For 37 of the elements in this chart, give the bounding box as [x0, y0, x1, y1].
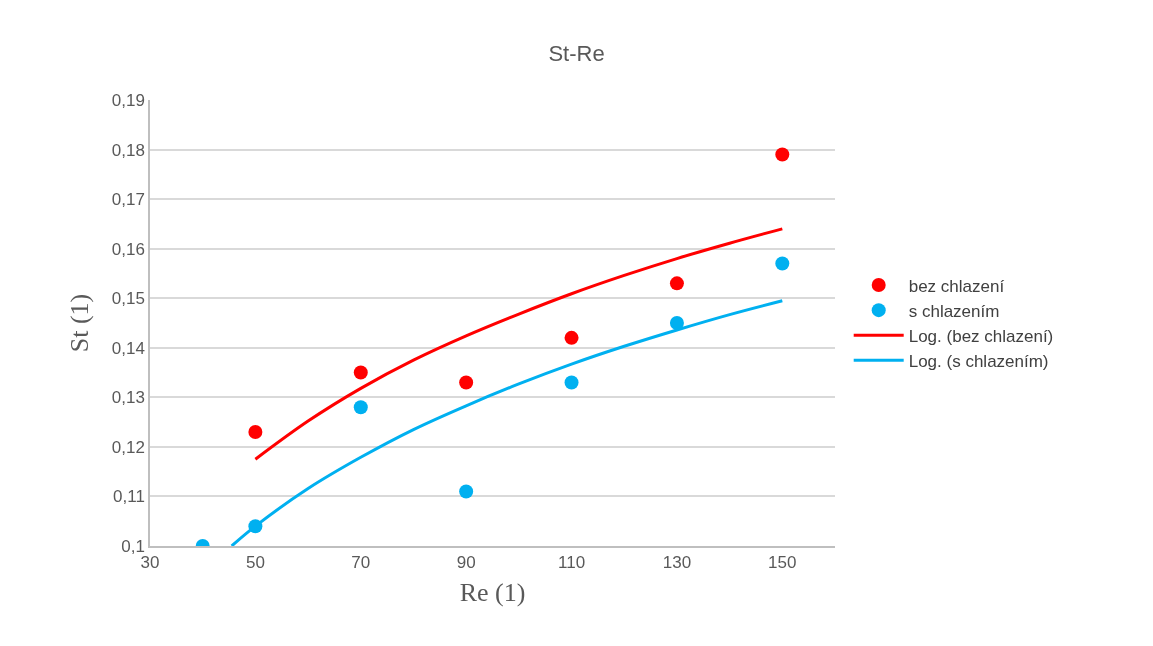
line-series [253, 227, 784, 461]
x-tick-label: 110 [557, 553, 586, 573]
y-tick-label: 0,1 [121, 536, 145, 556]
legend-label: Log. (s chlazením) [908, 351, 1049, 371]
y-axis-title: St (1) [64, 293, 94, 353]
point [459, 484, 474, 499]
point [775, 147, 790, 162]
legend-label: Log. (bez chlazení) [908, 326, 1054, 346]
legend-label: s chlazením [908, 301, 1000, 321]
y-tick-label: 0,12 [111, 437, 145, 457]
point [248, 425, 263, 440]
y-tick-label: 0,11 [113, 487, 145, 507]
x-tick-label: 30 [140, 553, 160, 573]
y-tick-label: 0,18 [111, 140, 145, 160]
y-tick-label: 0,19 [111, 90, 145, 110]
point [564, 330, 579, 345]
y-tick-label: 0,16 [111, 239, 145, 259]
point [353, 400, 368, 415]
point [353, 365, 368, 380]
x-tick-label: 70 [351, 553, 371, 573]
x-tick-label: 90 [456, 553, 476, 573]
y-tick-label: 0,13 [111, 388, 145, 408]
y-tick-label: 0,14 [111, 338, 145, 358]
y-tick-label: 0,17 [111, 190, 145, 210]
x-tick-label: 50 [245, 553, 265, 573]
point [564, 375, 579, 390]
chart-title: St-Re [548, 40, 605, 66]
point [669, 316, 684, 330]
point [459, 375, 474, 390]
y-tick-label: 0,15 [111, 289, 145, 309]
legend-label: bez chlazení [908, 276, 1005, 296]
x-tick-label: 150 [768, 553, 797, 573]
point [669, 276, 684, 291]
line-series [230, 299, 784, 546]
x-tick-label: 130 [662, 553, 692, 573]
x-axis-title: Re (1) [459, 578, 526, 608]
point [775, 256, 790, 271]
